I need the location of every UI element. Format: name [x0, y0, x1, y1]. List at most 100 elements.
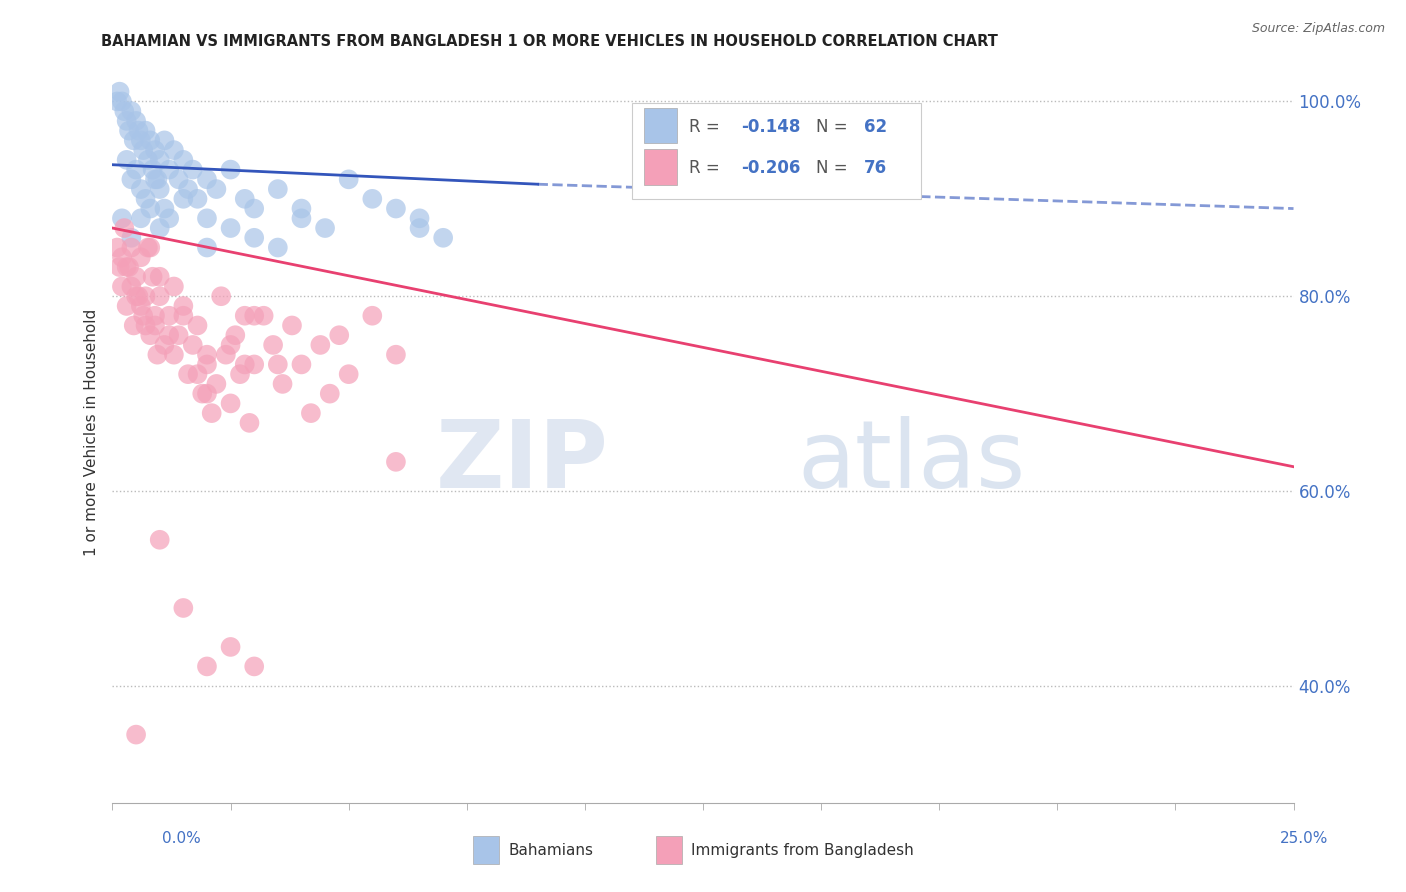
Point: [149, 269, 172, 284]
Point: [135, 123, 157, 137]
Point: [129, 299, 152, 313]
Text: R =: R =: [689, 118, 725, 136]
Point: [186, 318, 208, 333]
Point: [209, 289, 232, 303]
Point: [408, 221, 430, 235]
Point: [172, 299, 194, 313]
FancyBboxPatch shape: [644, 108, 678, 143]
Point: [205, 182, 228, 196]
Point: [157, 211, 180, 226]
Point: [219, 640, 242, 654]
Point: [149, 221, 172, 235]
Point: [172, 153, 194, 167]
Point: [139, 240, 162, 255]
Point: [108, 260, 131, 274]
Point: [195, 358, 218, 372]
Point: [120, 279, 142, 293]
Point: [153, 338, 176, 352]
Point: [143, 318, 166, 333]
Y-axis label: 1 or more Vehicles in Household: 1 or more Vehicles in Household: [83, 309, 98, 557]
Point: [361, 192, 384, 206]
Point: [132, 143, 155, 157]
Text: 25.0%: 25.0%: [1281, 831, 1329, 846]
Text: 0.0%: 0.0%: [162, 831, 201, 846]
Point: [177, 182, 200, 196]
Point: [129, 182, 152, 196]
Point: [122, 133, 145, 147]
Point: [167, 172, 190, 186]
Point: [215, 348, 238, 362]
Point: [314, 221, 336, 235]
Point: [328, 328, 350, 343]
Text: 76: 76: [863, 160, 887, 178]
Point: [108, 85, 131, 99]
Point: [115, 153, 138, 167]
Point: [267, 182, 290, 196]
Point: [120, 172, 142, 186]
Point: [129, 211, 152, 226]
Point: [385, 455, 408, 469]
Point: [139, 202, 162, 216]
Point: [163, 143, 186, 157]
Point: [243, 309, 266, 323]
Point: [112, 221, 135, 235]
Point: [125, 269, 148, 284]
FancyBboxPatch shape: [633, 103, 921, 200]
Point: [111, 211, 134, 226]
Point: [267, 358, 290, 372]
Point: [186, 367, 208, 381]
Point: [186, 192, 208, 206]
Point: [149, 289, 172, 303]
Point: [136, 153, 159, 167]
Point: [290, 358, 312, 372]
Point: [195, 348, 218, 362]
Point: [243, 358, 266, 372]
Point: [271, 376, 294, 391]
Point: [125, 114, 148, 128]
Point: [111, 250, 134, 264]
Text: atlas: atlas: [797, 417, 1026, 508]
Point: [432, 231, 454, 245]
Text: Source: ZipAtlas.com: Source: ZipAtlas.com: [1251, 22, 1385, 36]
Point: [143, 143, 166, 157]
Point: [281, 318, 304, 333]
Point: [105, 240, 128, 255]
Point: [408, 211, 430, 226]
Point: [139, 328, 162, 343]
Point: [195, 659, 218, 673]
Point: [120, 231, 142, 245]
Point: [385, 202, 408, 216]
Point: [172, 309, 194, 323]
Point: [153, 133, 176, 147]
Point: [135, 318, 157, 333]
Point: [122, 318, 145, 333]
Text: -0.206: -0.206: [741, 160, 800, 178]
Text: Bahamians: Bahamians: [508, 844, 593, 858]
Point: [262, 338, 284, 352]
Point: [233, 358, 256, 372]
Point: [233, 192, 256, 206]
Point: [191, 386, 214, 401]
Point: [290, 202, 312, 216]
Text: -0.148: -0.148: [741, 118, 800, 136]
Point: [111, 279, 134, 293]
Point: [219, 338, 242, 352]
Point: [125, 162, 148, 177]
Point: [172, 192, 194, 206]
Point: [337, 172, 360, 186]
Point: [233, 309, 256, 323]
Point: [163, 279, 186, 293]
Point: [157, 328, 180, 343]
Point: [195, 240, 218, 255]
Point: [115, 299, 138, 313]
Point: [243, 202, 266, 216]
Point: [205, 376, 228, 391]
Point: [135, 192, 157, 206]
Text: ZIP: ZIP: [436, 417, 609, 508]
Point: [149, 182, 172, 196]
Point: [143, 172, 166, 186]
Point: [309, 338, 332, 352]
Point: [142, 162, 165, 177]
Point: [125, 728, 148, 742]
Point: [195, 211, 218, 226]
